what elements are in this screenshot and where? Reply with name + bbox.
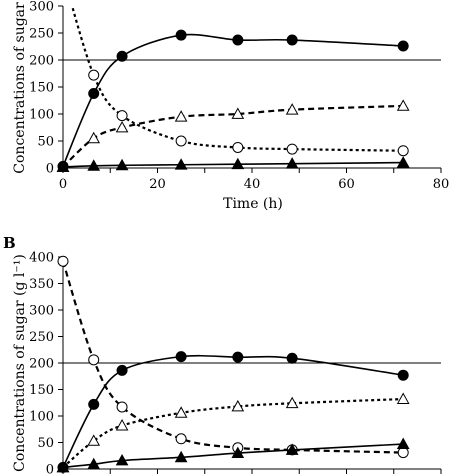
panel-a-series-0-point-3 [175,29,187,41]
panel-b-series-3-point-2 [115,453,129,466]
panel-a-series-0-point-2 [116,50,128,62]
panel-b-series-0-line [62,354,404,468]
panel-b-plot [56,255,442,474]
panel-b-series-1-point-3 [175,433,187,445]
panel-b-series-0-point-3 [175,351,187,363]
panel-a-y-axis-label: Concentrations of sugar [12,2,28,174]
panel-b-y-tick-1: 50 [37,436,54,451]
panel-b-label: B [3,234,16,252]
panel-a-series-3-point-4 [231,157,245,170]
panel-b-series-1-point-1 [88,354,100,366]
panel-a-series-2-line [62,104,404,168]
panel-b-series-2-point-3 [174,406,188,418]
panel-b-series-3-point-0 [56,460,70,473]
panel-a-series-0-point-1 [88,87,100,99]
panel-b-series-1-point-6 [397,447,409,459]
panel-a-y-tick-5: 250 [29,27,54,42]
panel-a-y-tick-0: 0 [46,162,54,177]
panel-a-series-2-point-2 [115,120,129,133]
panel-a-series-3-point-2 [115,158,129,171]
panel-a-series-0-point-6 [397,40,409,52]
panel-a-y-tick-6: 300 [29,0,54,15]
panel-b-y-tick-4: 200 [29,357,54,372]
panel-a-series-2-point-1 [87,131,101,144]
panel-a: Concentrations of sugar 0 50 100 150 200… [12,0,449,212]
panel-b-series-2-point-1 [87,434,101,446]
panel-a-series-1-point-2 [116,110,128,122]
panel-b-series-3-point-4 [231,446,245,458]
panel-a-series-3-point-1 [87,159,101,171]
panel-b-y-tick-2: 100 [29,410,54,425]
panel-a-series-1-line [70,6,404,152]
panel-b-series-1-point-2 [116,401,128,413]
panel-a-series-1-point-6 [397,145,409,157]
panel-b-series-3-point-5 [285,443,299,455]
panel-a-series-1-point-4 [232,141,244,153]
panel-a-series-2-point-4 [231,107,245,119]
panel-a-y-tick-4: 200 [29,54,54,69]
panel-b-series-1-point-0 [57,255,69,267]
panel-a-y-tick-3: 150 [29,81,54,96]
panel-a-series-2-point-3 [174,110,188,122]
panel-b-series-0-point-5 [286,352,298,364]
panel-a-x-axis-label: Time (h) [223,196,283,212]
panel-b-y-tick-3: 150 [29,383,54,398]
panel-a-x-tick-4: 80 [433,177,450,192]
panel-a-x-tick-2: 40 [244,177,261,192]
panel-b-series-0-point-4 [232,351,244,363]
panel-a-series-1-point-5 [286,143,298,155]
panel-a-series-3-point-0 [56,160,70,172]
panel-b-y-tick-7: 350 [29,277,54,292]
panel-a-plot [56,5,442,173]
panel-b-y-tick-6: 300 [29,304,54,319]
panel-b: B Concentrations of sugar (g l⁻¹) 0 50 1… [3,234,54,474]
panel-a-series-1-point-1 [88,69,100,81]
panel-a-y-tick-1: 50 [37,135,54,150]
panel-b-y-tick-5: 250 [29,330,54,345]
panel-a-series-3-point-3 [174,158,188,170]
panel-a-series-3-point-6 [396,156,410,168]
panel-a-x-tick-0: 0 [59,177,67,192]
panel-a-series-2-point-6 [396,99,410,111]
panel-b-series-3-point-6 [396,437,410,449]
panel-a-x-tick-3: 60 [338,177,355,192]
panel-b-y-tick-8: 400 [29,251,54,266]
panel-a-series-1-point-3 [175,135,187,147]
panel-a-y-tick-2: 100 [29,108,54,123]
panel-a-series-0-point-4 [232,34,244,46]
panel-b-series-0-point-2 [116,364,128,376]
panel-b-y-tick-0: 0 [46,463,54,474]
panel-a-series-3-point-5 [285,157,299,169]
panel-b-series-0-point-6 [397,369,409,381]
panel-b-series-2-point-6 [396,392,410,404]
panel-a-series-2-point-5 [285,103,299,115]
panel-b-series-2-line [62,397,404,469]
panel-b-y-axis-label: Concentrations of sugar (g l⁻¹) [12,254,28,472]
panel-b-series-3-point-3 [174,450,188,463]
panel-b-series-2-point-2 [115,419,129,431]
panel-a-x-tick-1: 20 [149,177,166,192]
panel-a-series-0-point-5 [286,34,298,46]
panel-b-series-2-point-5 [285,396,299,409]
panel-b-series-3-point-1 [87,457,101,470]
panel-b-series-2-point-4 [231,399,245,412]
panel-b-series-0-point-1 [88,398,100,410]
